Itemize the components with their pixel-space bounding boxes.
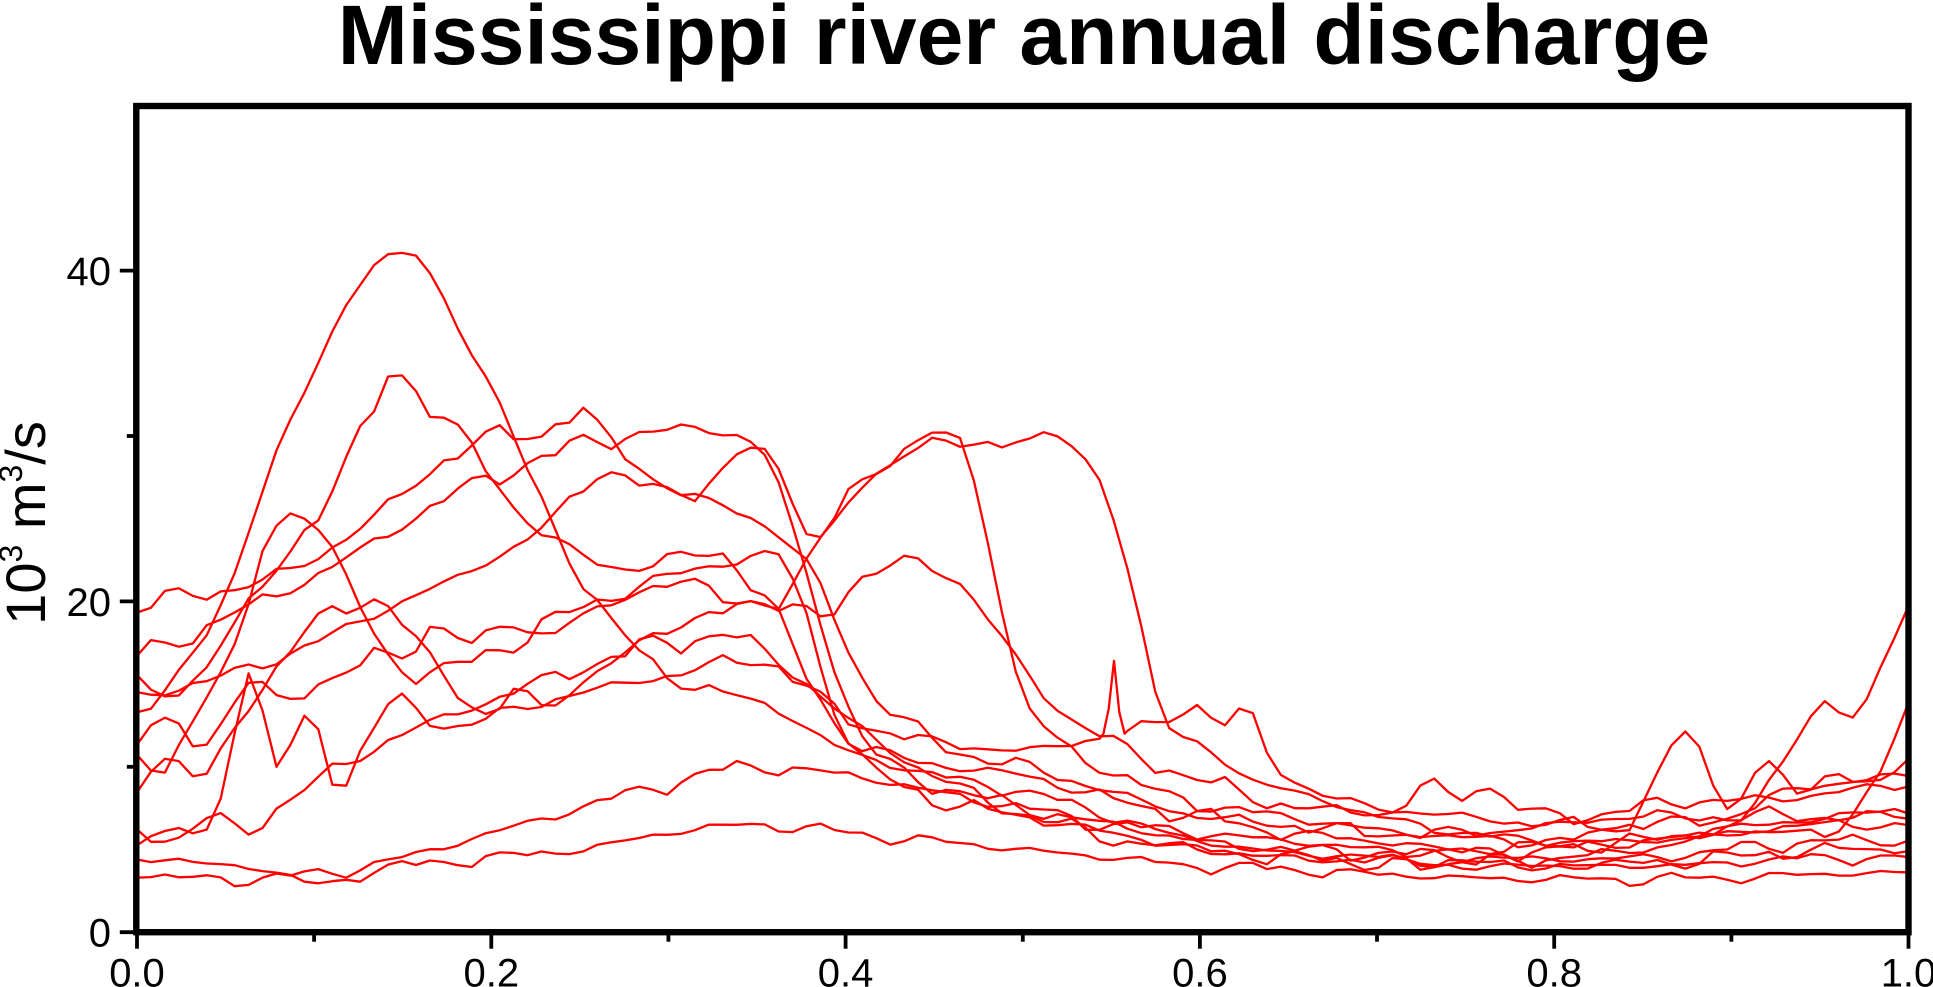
svg-text:0.2: 0.2: [463, 952, 519, 987]
svg-text:0: 0: [89, 912, 111, 956]
svg-text:1.0: 1.0: [1881, 952, 1933, 987]
svg-text:0.0: 0.0: [109, 952, 165, 987]
svg-text:40: 40: [67, 250, 112, 294]
svg-text:0.8: 0.8: [1526, 952, 1582, 987]
svg-text:20: 20: [67, 581, 112, 625]
svg-text:Mississippi river annual disch: Mississippi river annual discharge: [338, 0, 1711, 82]
svg-text:0.6: 0.6: [1172, 952, 1228, 987]
svg-text:103 m3/s: 103 m3/s: [0, 421, 57, 625]
svg-text:0.4: 0.4: [818, 952, 874, 987]
